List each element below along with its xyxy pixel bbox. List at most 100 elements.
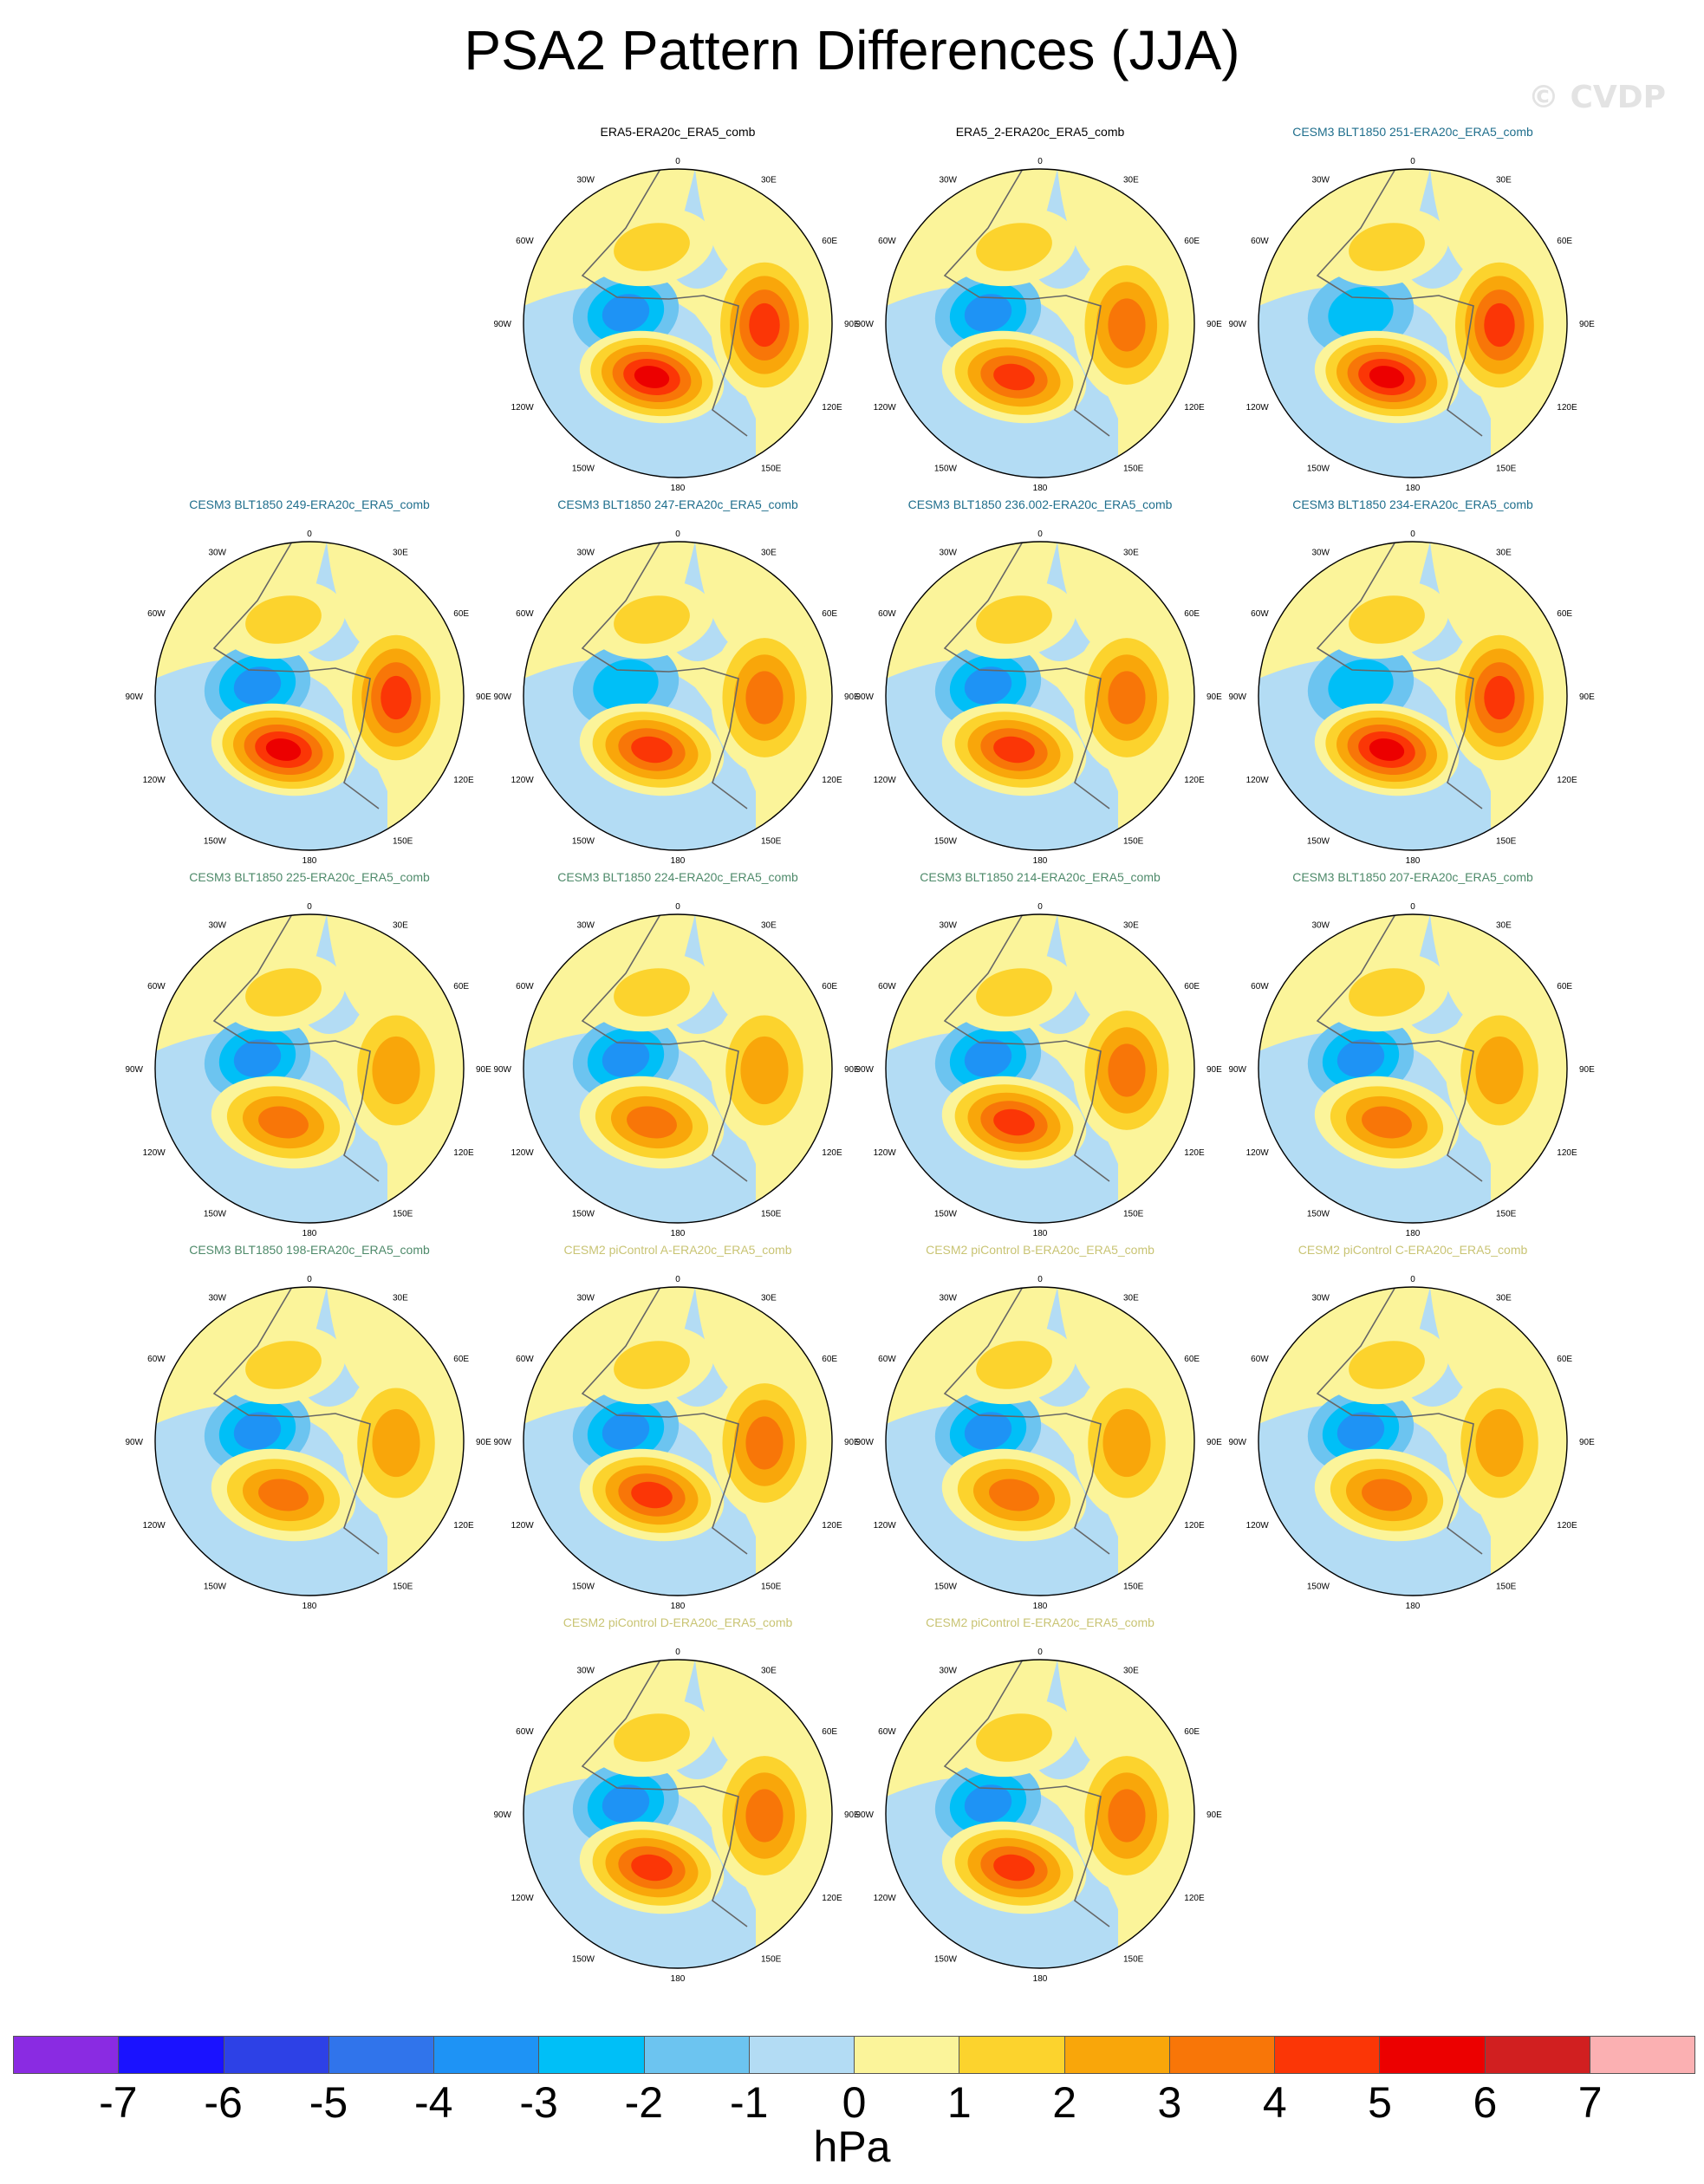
coastline (1316, 169, 1483, 437)
longitude-label: 90W (855, 1438, 874, 1447)
colorbar-tick-label: 6 (1473, 2078, 1498, 2127)
longitude-label: 180 (671, 1602, 686, 1611)
longitude-label: 90W (493, 692, 511, 702)
longitude-label: 180 (1406, 856, 1421, 866)
longitude-label: 90W (125, 692, 143, 702)
coastline (943, 1287, 1110, 1555)
map-field (524, 1287, 832, 1596)
contour-fill (740, 1036, 789, 1105)
colorbar-box (1169, 2037, 1275, 2073)
longitude-label: 180 (1033, 1974, 1048, 1984)
longitude-label: 180 (302, 856, 317, 866)
longitude-label: 90E (844, 1810, 860, 1820)
longitude-label: 30W (576, 1294, 595, 1303)
map-field (524, 1660, 832, 1968)
contour-fill (1108, 671, 1146, 725)
longitude-label: 60W (878, 1727, 896, 1737)
longitude-label: 120W (874, 1521, 897, 1531)
longitude-label: 150W (934, 836, 958, 846)
longitude-label: 150E (1496, 1582, 1517, 1591)
contour-fill (1328, 659, 1394, 712)
map-panel: CESM3 BLT1850 214-ERA20c_ERA5_comb 0 180 30… (855, 870, 1222, 1238)
longitude-label: 90E (476, 1438, 491, 1447)
contour-fill (749, 302, 780, 348)
coastline (1316, 1287, 1483, 1555)
longitude-label: 150W (934, 1209, 958, 1219)
map-border (1258, 541, 1568, 851)
map-panel: CESM3 BLT1850 249-ERA20c_ERA5_comb 0 180 30… (125, 497, 491, 866)
longitude-label: 0 (1410, 530, 1415, 539)
longitude-label: 120E (453, 1521, 474, 1531)
coastline (581, 542, 748, 809)
longitude-label: 30E (761, 549, 777, 558)
coastline (1316, 542, 1483, 809)
longitude-label: 60E (1557, 237, 1572, 246)
longitude-label: 90W (493, 1438, 511, 1447)
panel-title: ERA5_2-ERA20c_ERA5_comb (956, 125, 1125, 139)
contour-fill (1349, 223, 1425, 271)
longitude-label: 60W (147, 1355, 166, 1364)
longitude-label: 90W (855, 692, 874, 702)
longitude-label: 60E (822, 237, 837, 246)
coastline (212, 542, 380, 809)
coastline (1316, 914, 1483, 1182)
longitude-label: 60W (516, 1727, 534, 1737)
colorbar-box (644, 2037, 750, 2073)
colorbar-box (224, 2037, 329, 2073)
longitude-label: 150W (1307, 1582, 1330, 1591)
longitude-label: 120W (1246, 1521, 1270, 1531)
longitude-label: 120E (1557, 1148, 1577, 1158)
longitude-label: 30W (1311, 921, 1330, 931)
longitude-label: 90W (855, 320, 874, 329)
cvdp-watermark: © CVDP (1527, 80, 1666, 115)
longitude-label: 30W (576, 549, 595, 558)
map-panel: CESM3 BLT1850 236.002-ERA20c_ERA5_comb 0 1… (855, 497, 1222, 866)
colorbar-tick-label: -1 (729, 2078, 769, 2127)
contour-fill (1369, 738, 1405, 761)
contour-fill (614, 223, 690, 271)
longitude-label: 120E (822, 1894, 842, 1903)
longitude-label: 120W (874, 403, 897, 413)
longitude-label: 90W (1228, 692, 1246, 702)
map-border (1258, 1286, 1568, 1596)
colorbar-box (749, 2037, 855, 2073)
longitude-label: 90W (855, 1810, 874, 1820)
longitude-label: 60W (878, 982, 896, 991)
longitude-label: 30W (939, 1294, 957, 1303)
coastline (212, 1287, 380, 1555)
longitude-label: 90W (493, 1810, 511, 1820)
panel-title: CESM3 BLT1850 234-ERA20c_ERA5_comb (1292, 497, 1533, 511)
longitude-label: 30E (1123, 1294, 1139, 1303)
longitude-label: 90W (125, 1065, 143, 1075)
longitude-label: 120W (511, 403, 535, 413)
longitude-label: 180 (1406, 1602, 1421, 1611)
longitude-label: 150E (1496, 836, 1517, 846)
longitude-label: 150E (393, 836, 413, 846)
colorbar-tick-label: 5 (1368, 2078, 1392, 2127)
contour-fill (1349, 968, 1425, 1017)
longitude-label: 0 (675, 157, 680, 166)
map-field (1258, 914, 1567, 1223)
contour-fill (976, 1341, 1052, 1389)
longitude-label: 90E (1206, 692, 1222, 702)
longitude-label: 60E (822, 609, 837, 619)
colorbar-box (119, 2037, 224, 2073)
map-border (885, 913, 1195, 1224)
longitude-label: 120W (511, 1521, 535, 1531)
contour-fill (1362, 1479, 1412, 1511)
contour-fill (233, 666, 282, 705)
longitude-label: 30E (393, 921, 408, 931)
longitude-label: 180 (302, 1602, 317, 1611)
contour-fill (1337, 1412, 1385, 1450)
contour-fill (989, 1479, 1039, 1511)
longitude-label: 180 (671, 856, 686, 866)
map-panel: CESM3 BLT1850 251-ERA20c_ERA5_comb 0 180 30… (1228, 125, 1595, 493)
longitude-label: 0 (675, 1275, 680, 1284)
longitude-label: 0 (675, 530, 680, 539)
longitude-label: 30E (761, 1667, 777, 1676)
longitude-label: 30W (939, 176, 957, 185)
longitude-label: 90E (1579, 320, 1595, 329)
longitude-label: 90E (1579, 692, 1595, 702)
contour-fill (614, 1713, 690, 1762)
longitude-label: 60E (822, 1727, 837, 1737)
